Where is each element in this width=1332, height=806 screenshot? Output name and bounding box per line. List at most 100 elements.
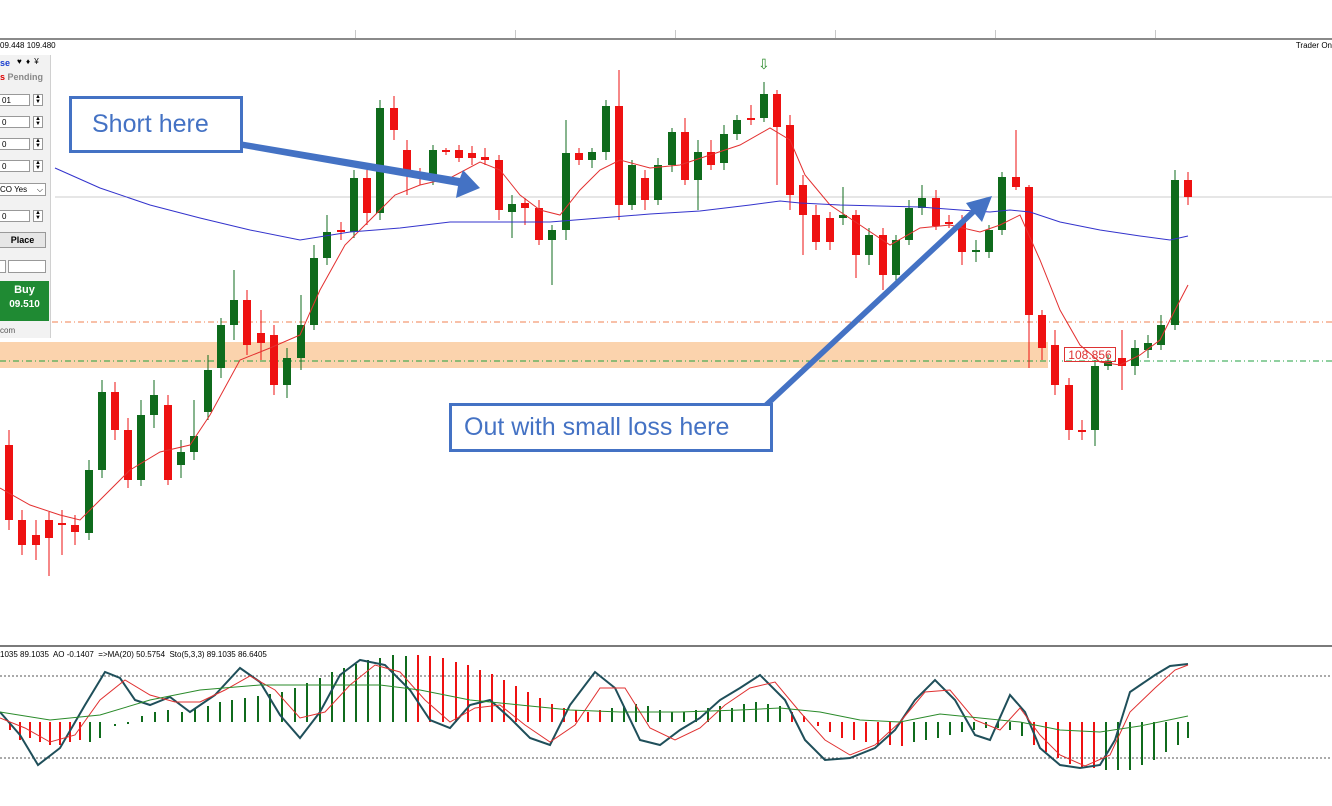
bear-candle (124, 430, 132, 480)
bull-candle (217, 325, 225, 368)
bear-candle (786, 125, 794, 195)
bear-candle (257, 333, 265, 343)
bear-candle (71, 525, 79, 532)
bull-candle (310, 258, 318, 325)
price-input-right[interactable] (8, 260, 46, 273)
bull-candle (918, 198, 926, 208)
lot-size-stepper[interactable]: ▲ ▼ (33, 94, 43, 106)
bull-candle (177, 452, 185, 465)
distance-field[interactable]: 0 (0, 160, 30, 172)
bull-candle (230, 300, 238, 325)
take-profit-field[interactable]: 0 (0, 138, 30, 150)
exit-arrow (761, 196, 992, 410)
bear-candle (773, 94, 781, 127)
lot-size-field[interactable]: 01 (0, 94, 30, 106)
bull-candle (429, 150, 437, 175)
bid-ask-readout: 09.448 109.480 (0, 41, 56, 50)
stop-loss-field[interactable]: 0 (0, 116, 30, 128)
bear-candle (521, 203, 529, 208)
bull-candle (350, 178, 358, 232)
bull-candle (985, 230, 993, 252)
bear-candle (945, 222, 953, 224)
bear-candle (1012, 177, 1020, 187)
price-input-left[interactable] (0, 260, 6, 273)
buy-button[interactable]: Buy 09.510 (0, 281, 49, 321)
timescale-tick (835, 30, 836, 38)
pending-tab[interactable]: s Pending (0, 72, 44, 82)
bear-candle (495, 160, 503, 210)
expiry-field[interactable]: 0 (0, 210, 30, 222)
bear-candle (403, 150, 411, 174)
bull-candle (85, 470, 93, 533)
chevron-down-icon: ⌵ (36, 185, 43, 194)
bear-candle (1078, 430, 1086, 432)
level-price-label: 108.856 (1064, 347, 1116, 362)
bull-candle (1171, 180, 1179, 325)
oco-select[interactable]: CO Yes ⌵ (0, 183, 46, 196)
bear-candle (958, 222, 966, 252)
bear-candle (681, 132, 689, 180)
bear-candle (575, 153, 583, 160)
bull-candle (892, 240, 900, 275)
bull-candle (668, 132, 676, 165)
indicator-readout: 1035 89.1035 AO -0.1407 =>MA(20) 50.5754… (0, 650, 267, 659)
bull-candle (654, 165, 662, 200)
bear-candle (58, 523, 66, 525)
timescale-tick (515, 30, 516, 38)
bear-candle (1118, 358, 1126, 366)
bear-candle (363, 178, 371, 213)
timescale-tick (675, 30, 676, 38)
bull-candle (905, 208, 913, 240)
panel-title: se (0, 58, 11, 68)
bear-candle (337, 230, 345, 232)
timescale-tick (995, 30, 996, 38)
bear-candle (747, 118, 755, 120)
expiry-stepper[interactable]: ▲ ▼ (33, 210, 43, 222)
bull-candle (1144, 343, 1152, 350)
bear-candle (164, 405, 172, 480)
bear-candle (615, 106, 623, 205)
indicator-separator (0, 645, 1332, 647)
bear-candle (1184, 180, 1192, 197)
buy-label: Buy (14, 284, 35, 296)
distance-stepper[interactable]: ▲ ▼ (33, 160, 43, 172)
one-click-trade-panel: se ♥ ♦ ¥ s Pending 01 ▲ ▼ 0 ▲ ▼ 0 ▲ ▼ 0 ▲ ▼ … (0, 55, 51, 338)
exit-callout: Out with small loss here (449, 403, 773, 452)
bear-candle (1065, 385, 1073, 430)
buy-price: 09.510 (9, 299, 40, 310)
bull-candle (562, 153, 570, 230)
broker-domain: com (0, 326, 16, 335)
bull-candle (190, 436, 198, 452)
support-zone (0, 342, 1048, 368)
chart-top-bar (0, 0, 1332, 40)
bear-candle (111, 392, 119, 430)
place-order-button[interactable]: Place (0, 232, 46, 248)
stop-loss-stepper[interactable]: ▲ ▼ (33, 116, 43, 128)
bear-candle (812, 215, 820, 242)
bear-candle (1038, 315, 1046, 348)
timescale-tick (1155, 30, 1156, 38)
bull-candle (839, 215, 847, 218)
take-profit-stepper[interactable]: ▲ ▼ (33, 138, 43, 150)
bear-candle (481, 157, 489, 160)
bull-candle (760, 94, 768, 118)
short-here-callout: Short here (69, 96, 243, 153)
bull-candle (376, 108, 384, 213)
bear-candle (852, 215, 860, 255)
panel-collapse-arrows[interactable]: ♥ ♦ ¥ (17, 57, 40, 66)
bear-candle (442, 150, 450, 152)
bull-candle (508, 204, 516, 212)
bull-candle (137, 415, 145, 480)
bear-candle (826, 218, 834, 242)
bull-candle (720, 134, 728, 163)
sell-signal-arrow-icon: ⇩ (758, 57, 770, 73)
bear-candle (18, 520, 26, 545)
bear-candle (1051, 345, 1059, 385)
bear-candle (1025, 187, 1033, 315)
bear-candle (243, 300, 251, 345)
bull-candle (588, 152, 596, 160)
bear-candle (45, 520, 53, 538)
short-arrow (237, 141, 480, 198)
bull-candle (204, 370, 212, 412)
